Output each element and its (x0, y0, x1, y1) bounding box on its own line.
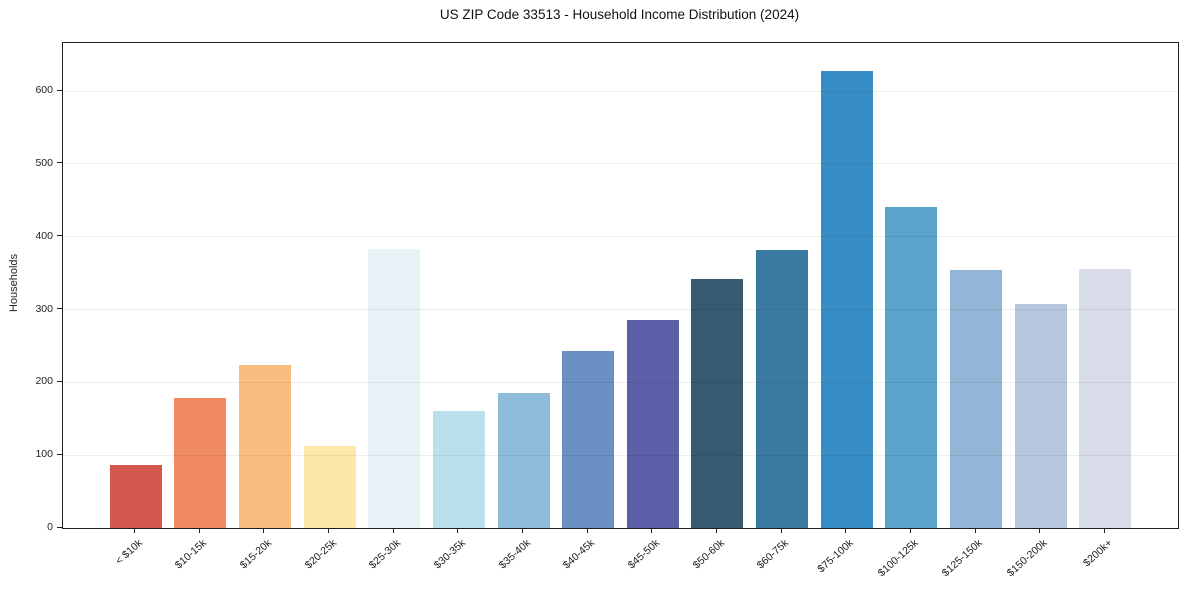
x-tick-mark-$20-25k (328, 528, 330, 533)
x-tick-mark-$40-45k (586, 528, 588, 533)
y-tick-mark-0 (57, 526, 62, 528)
plot-area (62, 42, 1179, 529)
x-tick-label-$20-25k: $20-25k (302, 537, 339, 572)
x-tick-label-$30-35k: $30-35k (431, 537, 468, 572)
bar-$200k+ (1079, 268, 1132, 528)
x-tick-mark-$30-35k (457, 528, 459, 533)
y-tick-label-0: 0 (47, 521, 53, 533)
x-tick-mark-$200k+ (1103, 528, 1105, 533)
x-tick-label-$75-100k: $75-100k (815, 537, 856, 576)
bar-$100-125k (885, 206, 938, 528)
x-tick-label-$25-30k: $25-30k (367, 537, 404, 572)
x-tick-label-$60-75k: $60-75k (754, 537, 792, 572)
x-tick-mark-$60-75k (780, 528, 782, 533)
bar-$15-20k (238, 364, 291, 528)
x-tick-mark-$75-100k (845, 528, 847, 533)
x-tick-label-$15-20k: $15-20k (237, 537, 274, 572)
y-tick-label-500: 500 (35, 156, 53, 169)
bar-$50-60k (691, 278, 744, 528)
bar-$30-35k (432, 410, 485, 528)
y-tick-label-100: 100 (35, 448, 53, 461)
bar-$45-50k (626, 319, 679, 528)
y-tick-label-200: 200 (35, 375, 53, 388)
y-tick-mark-400 (57, 235, 62, 237)
x-tick-mark-$50-60k (715, 528, 717, 533)
gridline-y-300 (63, 309, 1178, 311)
bar-< $10k (109, 465, 162, 528)
x-tick-label-$10-15k: $10-15k (173, 537, 210, 572)
x-tick-label-$200k+: $200k+ (1080, 537, 1115, 570)
x-tick-mark-$25-30k (392, 528, 394, 533)
x-tick-mark-$100-125k (909, 528, 911, 533)
x-tick-mark-$45-50k (651, 528, 653, 533)
x-tick-label-$40-45k: $40-45k (560, 537, 598, 572)
y-tick-mark-200 (57, 380, 62, 382)
y-tick-mark-500 (57, 162, 62, 164)
x-tick-label-$125-150k: $125-150k (940, 537, 986, 580)
x-tick-label-$150-200k: $150-200k (1004, 537, 1050, 580)
x-tick-label-< $10k: < $10k (113, 537, 145, 568)
x-tick-label-$50-60k: $50-60k (690, 537, 727, 572)
x-tick-mark-$10-15k (198, 528, 200, 533)
bar-$10-15k (174, 397, 227, 528)
gridline-y-600 (63, 90, 1178, 92)
y-tick-mark-600 (57, 89, 62, 91)
y-tick-mark-100 (57, 453, 62, 455)
y-axis-label: Households (8, 253, 20, 313)
y-tick-label-600: 600 (35, 84, 53, 97)
gridline-y-400 (63, 236, 1178, 238)
chart-title: US ZIP Code 33513 - Household Income Dis… (439, 7, 800, 22)
bar-$35-40k (497, 392, 550, 528)
y-tick-mark-300 (57, 308, 62, 310)
bar-$20-25k (303, 445, 356, 528)
bar-$75-100k (820, 71, 873, 528)
x-tick-label-$35-40k: $35-40k (496, 537, 533, 572)
y-tick-label-400: 400 (35, 229, 53, 242)
x-tick-mark-$35-40k (522, 528, 524, 533)
x-tick-label-$45-50k: $45-50k (625, 537, 662, 572)
bar-$40-45k (562, 351, 615, 528)
x-tick-mark-$150-200k (1039, 528, 1041, 533)
gridline-y-500 (63, 163, 1178, 165)
y-tick-label-300: 300 (35, 302, 53, 315)
bar-$25-30k (368, 249, 421, 528)
bar-$125-150k (950, 270, 1003, 528)
x-tick-mark-$125-150k (974, 528, 976, 533)
bar-$60-75k (756, 249, 809, 528)
x-tick-mark-$15-20k (263, 528, 265, 533)
bar-$150-200k (1014, 304, 1067, 528)
gridline-y-100 (63, 454, 1178, 456)
x-tick-label-$100-125k: $100-125k (875, 537, 921, 580)
gridline-y-200 (63, 381, 1178, 383)
x-tick-mark-< $10k (134, 528, 136, 533)
